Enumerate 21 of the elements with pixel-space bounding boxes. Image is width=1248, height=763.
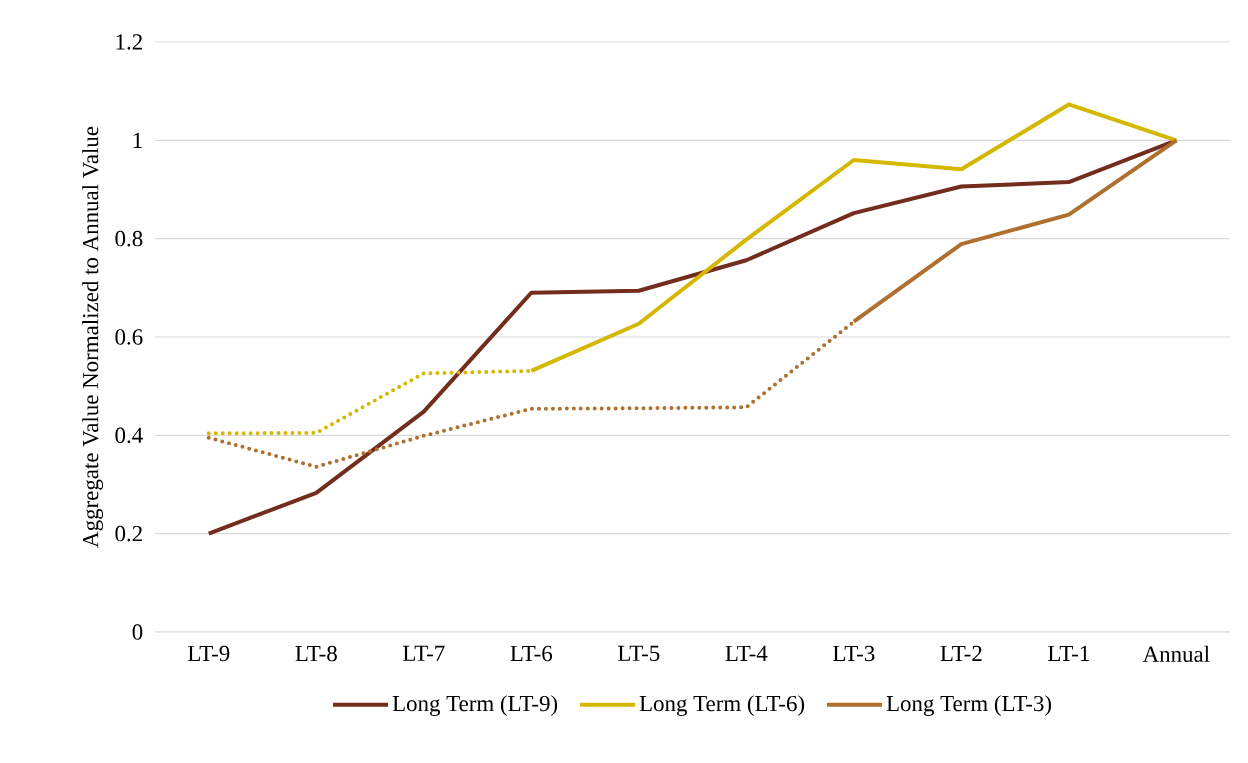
x-tick-label: Annual bbox=[1142, 645, 1210, 662]
x-tick-label: LT-3 bbox=[833, 645, 875, 662]
y-tick-label: 1.2 bbox=[116, 34, 142, 50]
x-tick-label: LT-8 bbox=[295, 645, 337, 662]
x-tick-label: LT-2 bbox=[940, 645, 982, 661]
x-tick-label: LT-6 bbox=[510, 645, 553, 662]
x-tick-label: LT-7 bbox=[403, 645, 445, 661]
y-tick-label: 0 bbox=[132, 624, 143, 640]
x-tick-label: LT-4 bbox=[725, 645, 768, 661]
y-tick-label: 0.8 bbox=[115, 230, 143, 247]
legend-label: Long Term (LT-3) bbox=[886, 695, 1052, 717]
y-tick-label: 0.4 bbox=[115, 427, 143, 444]
legend-label: Long Term (LT-9) bbox=[392, 695, 558, 717]
y-tick-label: 1 bbox=[133, 132, 142, 148]
x-tick-label: LT-5 bbox=[618, 645, 660, 662]
legend-label: Long Term (LT-6) bbox=[639, 695, 805, 717]
y-axis-title: Aggregate Value Normalized to Annual Value bbox=[82, 126, 104, 548]
y-tick-label: 0.2 bbox=[115, 525, 142, 542]
x-tick-label: LT-1 bbox=[1048, 645, 1089, 661]
x-tick-label: LT-9 bbox=[187, 645, 230, 662]
y-tick-label: 0.6 bbox=[115, 329, 143, 345]
